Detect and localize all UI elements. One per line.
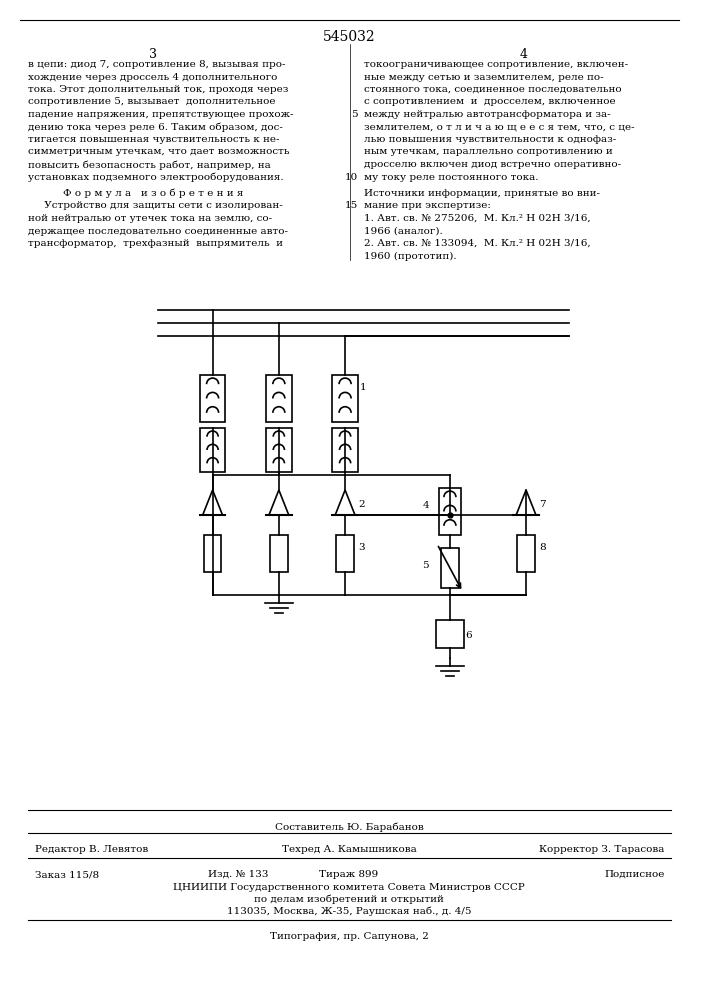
Text: в цепи: диод 7, сопротивление 8, вызывая про-: в цепи: диод 7, сопротивление 8, вызывая… — [28, 60, 285, 69]
Bar — [200, 375, 226, 422]
Text: 1960 (прототип).: 1960 (прототип). — [364, 251, 457, 261]
Text: 3: 3 — [149, 48, 157, 61]
Text: между нейтралью автотрансформатора и за-: между нейтралью автотрансформатора и за- — [364, 110, 611, 119]
Text: 15: 15 — [345, 202, 358, 211]
Bar — [441, 548, 459, 588]
Text: стоянного тока, соединенное последовательно: стоянного тока, соединенное последовател… — [364, 85, 621, 94]
Text: 2. Авт. св. № 133094,  М. Кл.² Н 02Н 3/16,: 2. Авт. св. № 133094, М. Кл.² Н 02Н 3/16… — [364, 239, 590, 248]
Text: му току реле постоянного тока.: му току реле постоянного тока. — [364, 172, 539, 182]
Text: Изд. № 133: Изд. № 133 — [208, 870, 268, 879]
Text: лью повышения чувствительности к однофаз-: лью повышения чувствительности к однофаз… — [364, 135, 616, 144]
Text: ным утечкам, параллельно сопротивлению и: ным утечкам, параллельно сопротивлению и — [364, 147, 613, 156]
Text: тока. Этот дополнительный ток, проходя через: тока. Этот дополнительный ток, проходя ч… — [28, 85, 288, 94]
Text: 8: 8 — [539, 543, 546, 552]
Text: ной нейтралью от утечек тока на землю, со-: ной нейтралью от утечек тока на землю, с… — [28, 214, 271, 223]
Bar — [266, 375, 292, 422]
Text: трансформатор,  трехфазный  выпрямитель  и: трансформатор, трехфазный выпрямитель и — [28, 239, 283, 248]
Text: 6: 6 — [466, 631, 472, 640]
Text: Тираж 899: Тираж 899 — [320, 870, 379, 879]
Text: мание при экспертизе:: мание при экспертизе: — [364, 202, 491, 211]
Text: тигается повышенная чувствительность к не-: тигается повышенная чувствительность к н… — [28, 135, 279, 144]
Text: 1: 1 — [360, 383, 366, 392]
Bar — [270, 535, 288, 572]
Text: 3: 3 — [358, 543, 365, 552]
Text: Типография, пр. Сапунова, 2: Типография, пр. Сапунова, 2 — [269, 932, 428, 941]
Text: Заказ 115/8: Заказ 115/8 — [35, 870, 99, 879]
Text: Корректор З. Тарасова: Корректор З. Тарасова — [539, 845, 665, 854]
Bar — [200, 428, 226, 472]
Bar — [517, 535, 535, 572]
Text: 113035, Москва, Ж-35, Раушская наб., д. 4/5: 113035, Москва, Ж-35, Раушская наб., д. … — [227, 907, 472, 916]
Text: ные между сетью и заземлителем, реле по-: ные между сетью и заземлителем, реле по- — [364, 73, 604, 82]
Text: дросселю включен диод встречно оперативно-: дросселю включен диод встречно оперативн… — [364, 160, 621, 169]
Bar — [337, 535, 354, 572]
Bar — [204, 535, 221, 572]
Bar — [436, 620, 464, 648]
Text: ЦНИИПИ Государственного комитета Совета Министров СССР: ЦНИИПИ Государственного комитета Совета … — [173, 883, 525, 892]
Text: 1966 (аналог).: 1966 (аналог). — [364, 227, 443, 235]
Text: 5: 5 — [422, 561, 429, 570]
Bar — [332, 428, 358, 472]
Text: 5: 5 — [351, 110, 358, 119]
Text: 545032: 545032 — [322, 30, 375, 44]
Bar — [332, 375, 358, 422]
Text: Устройство для защиты сети с изолирован-: Устройство для защиты сети с изолирован- — [28, 202, 282, 211]
Text: Подписное: Подписное — [604, 870, 665, 879]
Text: 7: 7 — [539, 500, 546, 509]
Text: токоограничивающее сопротивление, включен-: токоограничивающее сопротивление, включе… — [364, 60, 628, 69]
Text: Техред А. Камышникова: Техред А. Камышникова — [281, 845, 416, 854]
Text: сопротивление 5, вызывает  дополнительное: сопротивление 5, вызывает дополнительное — [28, 98, 275, 106]
Text: Составитель Ю. Барабанов: Составитель Ю. Барабанов — [275, 822, 423, 832]
Text: Ф о р м у л а   и з о б р е т е н и я: Ф о р м у л а и з о б р е т е н и я — [63, 189, 243, 198]
Text: 1. Авт. св. № 275206,  М. Кл.² Н 02Н 3/16,: 1. Авт. св. № 275206, М. Кл.² Н 02Н 3/16… — [364, 214, 590, 223]
Text: Источники информации, принятые во вни-: Источники информации, принятые во вни- — [364, 189, 600, 198]
Text: с сопротивлением  и  дросселем, включенное: с сопротивлением и дросселем, включенное — [364, 98, 616, 106]
Bar — [266, 428, 292, 472]
Text: землителем, о т л и ч а ю щ е е с я тем, что, с це-: землителем, о т л и ч а ю щ е е с я тем,… — [364, 122, 634, 131]
Text: 4: 4 — [422, 501, 429, 510]
Text: 2: 2 — [358, 500, 365, 509]
Text: по делам изобретений и открытий: по делам изобретений и открытий — [254, 895, 444, 904]
Text: повысить безопасность работ, например, на: повысить безопасность работ, например, н… — [28, 160, 271, 169]
Text: дению тока через реле 6. Таким образом, дос-: дению тока через реле 6. Таким образом, … — [28, 122, 283, 132]
Text: хождение через дроссель 4 дополнительного: хождение через дроссель 4 дополнительног… — [28, 73, 277, 82]
Text: симметричным утечкам, что дает возможность: симметричным утечкам, что дает возможнос… — [28, 147, 289, 156]
Text: падение напряжения, препятствующее прохож-: падение напряжения, препятствующее прохо… — [28, 110, 293, 119]
Text: Редактор В. Левятов: Редактор В. Левятов — [35, 845, 148, 854]
Text: 10: 10 — [345, 172, 358, 182]
Bar — [439, 488, 461, 535]
Text: 4: 4 — [520, 48, 528, 61]
Text: установках подземного электрооборудования.: установках подземного электрооборудовани… — [28, 172, 284, 182]
Text: держащее последовательно соединенные авто-: держащее последовательно соединенные авт… — [28, 227, 288, 235]
